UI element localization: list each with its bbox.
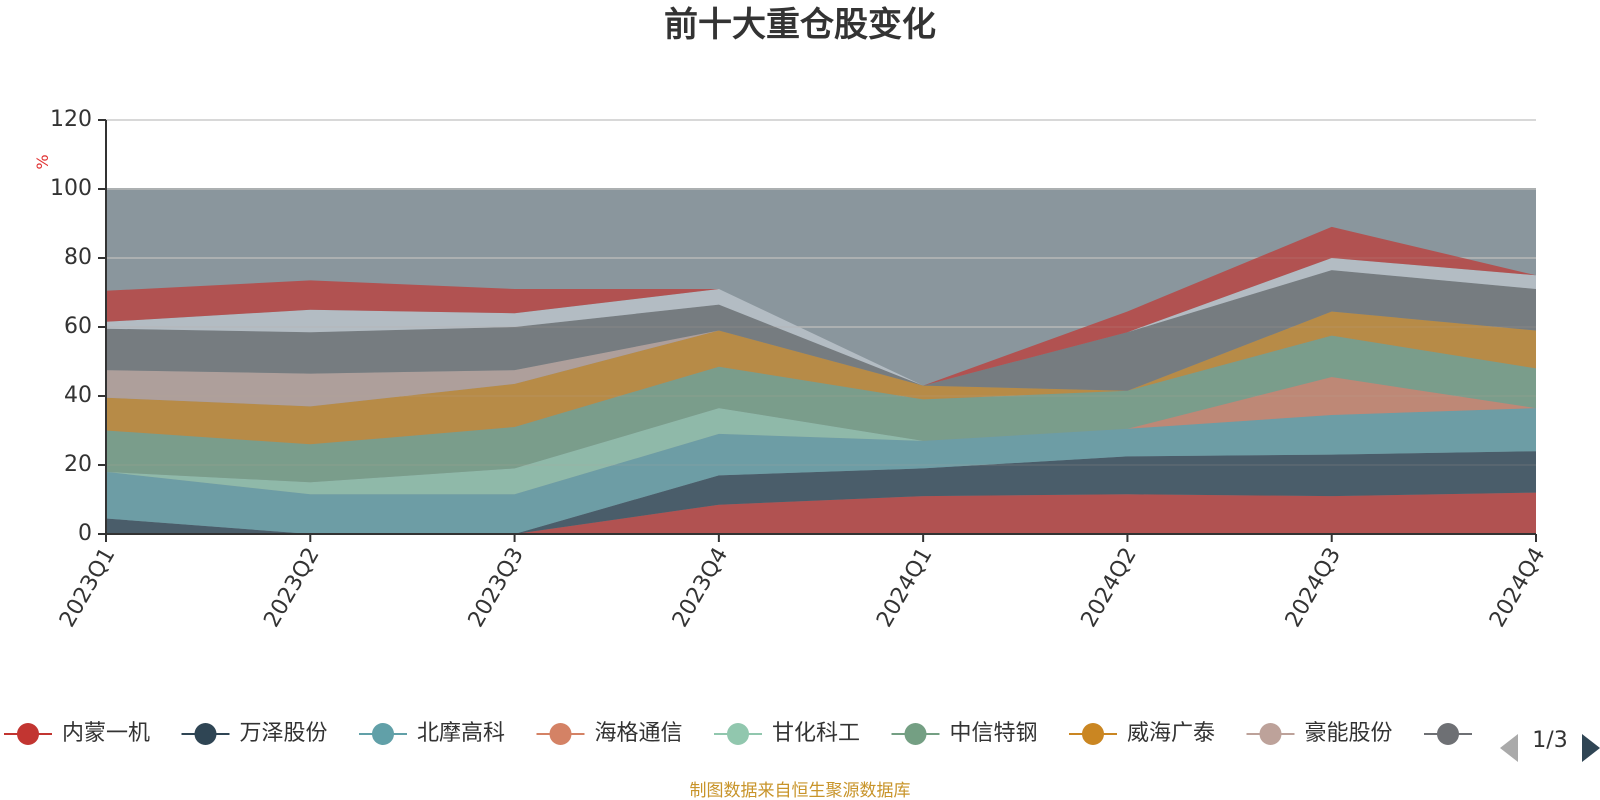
legend-item[interactable]: 豪能股份 (1246, 721, 1393, 746)
area-series-2[interactable] (106, 451, 1536, 534)
legend-label: 豪能股份 (1305, 721, 1393, 746)
legend-marker-icon (1259, 723, 1282, 745)
x-tick-label: 2024Q1 (872, 544, 937, 632)
legend-marker-icon (194, 723, 217, 745)
y-tick-label: 40 (64, 383, 92, 408)
legend-label: 内蒙一机 (62, 721, 150, 746)
legend-label: 甘化科工 (772, 721, 860, 746)
x-tick-label: 2023Q1 (55, 544, 120, 632)
legend-item[interactable]: 北摩高科 (359, 721, 505, 746)
legend-marker-icon (549, 723, 572, 745)
legend-marker-icon (904, 723, 927, 745)
legend-marker-icon (1437, 723, 1459, 745)
legend-item[interactable]: 中信特钢 (891, 721, 1038, 746)
area-series (106, 226, 1536, 534)
y-gridlines-overlay (106, 188, 1536, 466)
area-series-7[interactable] (106, 311, 1536, 445)
legend-label: 海格通信 (595, 721, 683, 746)
x-tick-label: 2024Q2 (1077, 544, 1142, 632)
area-series-8[interactable] (106, 311, 1536, 407)
legend-label: 中信特钢 (950, 721, 1038, 746)
legend-pager: 1/3 (1500, 728, 1600, 762)
y-axis-ticks: 0 20 40 60 80 100 120 (50, 107, 106, 546)
legend-page-indicator: 1/3 (1532, 728, 1567, 753)
legend-label: 北摩高科 (417, 721, 505, 746)
area-series-3[interactable] (106, 408, 1536, 534)
y-tick-label: 80 (64, 245, 92, 270)
legend-marker-icon (17, 723, 39, 745)
legend: 内蒙一机 万泽股份 北摩高科 海格通信 甘化科工 中信特钢 威海广泰 豪能股份 (4, 721, 1472, 746)
legend-item[interactable]: 内蒙一机 (4, 721, 150, 746)
area-series-9[interactable] (106, 270, 1536, 391)
area-series-1[interactable] (106, 492, 1536, 534)
y-tick-label: 120 (50, 107, 92, 132)
legend-item[interactable]: 甘化科工 (714, 721, 860, 746)
legend-next-arrow-icon[interactable] (1582, 734, 1600, 762)
legend-label: 万泽股份 (240, 721, 328, 746)
legend-marker-icon (1082, 723, 1104, 745)
data-source-note: 制图数据来自恒生聚源数据库 (690, 781, 911, 800)
y-axis-unit: % (33, 154, 52, 169)
legend-item[interactable]: 威海广泰 (1069, 721, 1215, 746)
area-series-5[interactable] (106, 377, 1536, 495)
legend-prev-arrow-icon[interactable] (1500, 734, 1518, 762)
y-tick-label: 60 (64, 314, 92, 339)
legend-item[interactable] (1424, 723, 1472, 745)
legend-item[interactable]: 万泽股份 (181, 721, 328, 746)
x-tick-label: 2024Q4 (1485, 544, 1550, 632)
x-tick-label: 2023Q2 (259, 544, 324, 632)
x-tick-label: 2024Q3 (1281, 544, 1346, 632)
area-series-6[interactable] (106, 335, 1536, 483)
x-axis-ticks: 2023Q1 2023Q2 2023Q3 2023Q4 2024Q1 2024Q2 2024… (55, 534, 1550, 632)
y-tick-label: 0 (78, 521, 92, 546)
y-tick-label: 100 (50, 176, 92, 201)
area-series-4[interactable] (106, 377, 1536, 495)
legend-item[interactable]: 海格通信 (536, 721, 683, 746)
chart-title: 前十大重仓股变化 (664, 5, 936, 45)
legend-marker-icon (727, 723, 749, 745)
area-series-11[interactable] (106, 226, 1536, 386)
area-series-10[interactable] (106, 258, 1536, 386)
x-tick-label: 2023Q3 (464, 544, 529, 632)
legend-label: 威海广泰 (1127, 721, 1215, 746)
x-tick-label: 2023Q4 (668, 544, 733, 632)
legend-marker-icon (372, 723, 394, 745)
y-tick-label: 20 (64, 452, 92, 477)
